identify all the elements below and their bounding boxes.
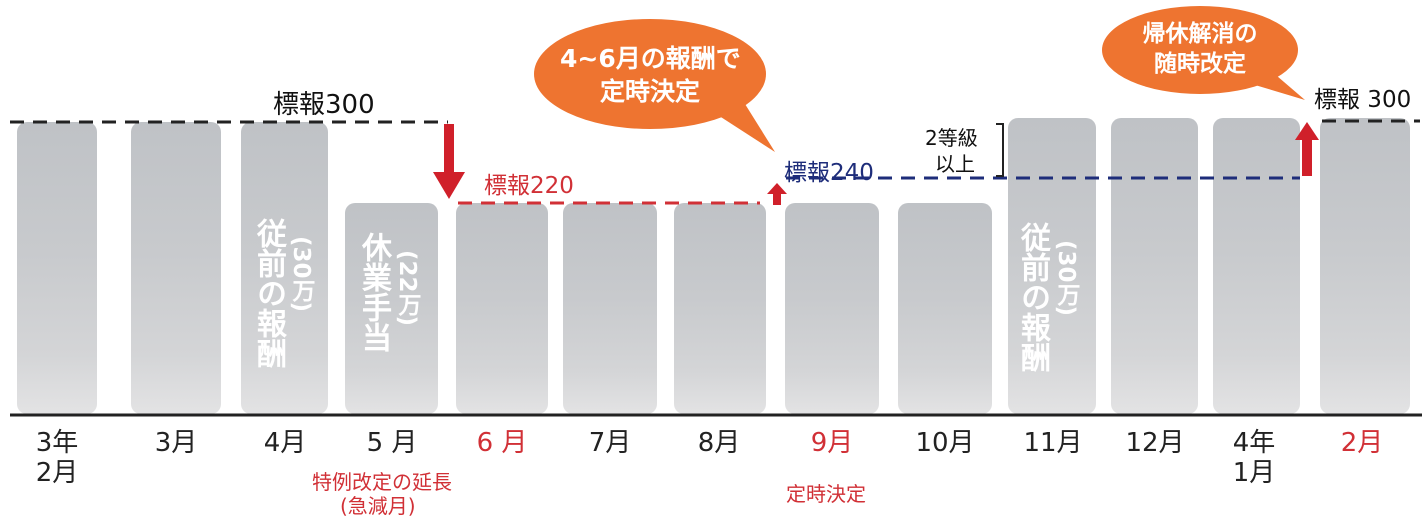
bar-dec <box>1111 118 1198 414</box>
label-grade-above: 以上 <box>935 152 975 176</box>
month-label: 10月 <box>915 428 975 458</box>
speech-bubble-left <box>534 19 775 152</box>
label-grade-2: 2等級 <box>925 126 978 150</box>
bubble-left-line2: 定時決定 <box>599 77 700 106</box>
bubble-right-line1: 帰休解消の <box>1142 21 1258 47</box>
bar-feb-r4 <box>1320 118 1410 414</box>
speech-bubble-right <box>1102 6 1305 100</box>
label-std-300-left: 標報300 <box>273 90 375 120</box>
bar-apr <box>241 122 328 414</box>
month-label: 9月 <box>810 428 854 458</box>
label-std-220: 標報220 <box>484 173 574 199</box>
diagram-overlay <box>10 6 1422 417</box>
month-label: 3月 <box>154 428 198 458</box>
previous-pay-text-2: 従前の報酬 <box>1015 222 1050 372</box>
leave-allowance-text: 休業手当 <box>356 232 391 352</box>
note-special-revision-sub: (急減月) <box>340 494 416 518</box>
month-label: 4年 1月 <box>1232 428 1276 488</box>
diagram-stage: 従前の報酬 (30万) 休業手当 (22万) 従前の報酬 (30万) <box>10 6 1422 518</box>
bar-jul <box>563 203 657 414</box>
bar-jan-r4 <box>1213 118 1300 414</box>
leave-allowance-amount: (22万) <box>394 250 420 327</box>
month-label: 6 月 <box>476 428 528 458</box>
note-special-revision: 特例改定の延長 <box>312 470 452 494</box>
bar-feb-r3 <box>17 122 97 414</box>
month-label: 5 月 <box>366 428 418 458</box>
down-arrow-icon <box>433 124 465 199</box>
up-arrow-icon <box>1295 122 1319 176</box>
month-label: 8月 <box>697 428 741 458</box>
month-label: 2月 <box>1340 428 1384 458</box>
previous-pay-amount-1: (30万) <box>288 236 314 313</box>
bar-nov <box>1008 118 1096 414</box>
label-std-300-right: 標報 300 <box>1314 87 1412 113</box>
bubble-right-line2: 随時改定 <box>1154 51 1246 77</box>
month-label: 11月 <box>1023 428 1083 458</box>
grade-bracket <box>996 123 1004 177</box>
note-regular-decision: 定時決定 <box>786 482 866 506</box>
previous-pay-amount-2: (30万) <box>1053 240 1079 317</box>
previous-pay-text-1: 従前の報酬 <box>251 218 286 368</box>
bar-aug <box>674 203 766 414</box>
month-label: 4月 <box>263 428 307 458</box>
bubble-left-line1: 4~6月の報酬で <box>560 44 741 73</box>
bar-mar <box>131 122 221 414</box>
bar-jun <box>456 203 548 414</box>
small-up-arrow-icon <box>767 183 787 205</box>
bar-sep <box>785 203 879 414</box>
label-std-240: 標報240 <box>784 160 874 186</box>
bar-may <box>345 203 438 414</box>
month-label: 3年 2月 <box>35 428 79 488</box>
month-label: 7月 <box>588 428 632 458</box>
bar-oct <box>898 203 992 414</box>
month-label: 12月 <box>1125 428 1185 458</box>
